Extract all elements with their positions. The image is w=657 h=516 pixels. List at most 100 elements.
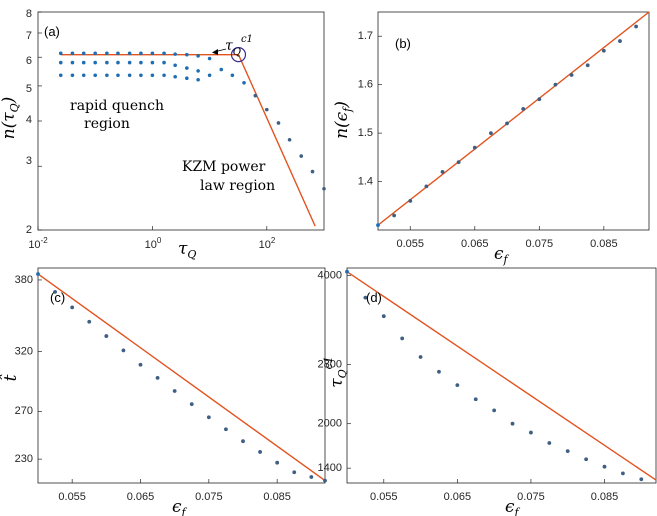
panel-c-point	[206, 415, 211, 420]
panel-c-xtick: 0.075	[195, 491, 223, 503]
panel-a-point	[105, 60, 109, 65]
panel-a-point	[185, 76, 189, 81]
panel-c-ytick: 320	[15, 346, 33, 358]
panel-a-point	[70, 73, 75, 78]
panel-c-xtick: 0.065	[127, 491, 155, 503]
panel-b-label: (b)	[395, 36, 411, 51]
panel-b-point	[408, 199, 413, 203]
panel-d-point	[620, 471, 625, 476]
panel-a-point	[70, 51, 75, 56]
panel-c-point	[275, 460, 280, 465]
panel-d-xtick: 0.075	[517, 491, 545, 503]
panel-a-point	[127, 73, 132, 78]
panel-b-marks: 0.055 0.065 0.075 0.085 1.4 1.5 1.6 1.7	[358, 11, 650, 250]
panel-c-point	[53, 289, 57, 294]
panel-c-point	[292, 470, 297, 475]
panel-b-point	[521, 106, 526, 111]
panel-a-point	[93, 51, 97, 56]
panel-a-point	[105, 73, 109, 78]
panel-b-point	[601, 48, 606, 53]
panel-a-ylabel: n(τQ)	[0, 97, 21, 140]
panel-c-point	[70, 305, 75, 310]
panel-d-point	[529, 430, 533, 435]
panel-a-point	[299, 154, 304, 158]
panel-b-point	[585, 63, 590, 68]
panel-d-point	[363, 295, 368, 300]
panel-b-ytick: 1.6	[358, 79, 373, 91]
panel-b-point	[376, 223, 380, 228]
panel-a-point	[127, 60, 132, 65]
panel-d-label: (d)	[366, 290, 382, 305]
panel-a-point	[287, 137, 292, 142]
panel-a-point	[207, 56, 212, 61]
panel-a-point	[196, 77, 200, 82]
panel-d-ytick: 1400	[318, 462, 342, 474]
panel-d-point	[418, 355, 423, 359]
panel-a-xtick: 102	[259, 236, 276, 251]
panel-a-point	[196, 69, 200, 73]
panel-a-ytick: 5	[26, 83, 32, 95]
panel-a-ytick: 8	[26, 8, 32, 20]
panel-a-ytick: 3	[26, 155, 32, 167]
panel-a-point	[162, 73, 166, 78]
panel-a-point	[173, 52, 177, 56]
panel-a-point	[116, 51, 120, 56]
panel-b-point	[553, 82, 558, 87]
panel-a-crossover-circle	[230, 47, 247, 63]
panel-d-ytick: 2800	[318, 358, 342, 370]
panel-a-arrowhead	[212, 49, 218, 55]
panel-b-point	[424, 184, 429, 189]
panel-a-point	[93, 73, 97, 78]
panel-d-marks: 0.055 0.065 0.075 0.085 1400 2000 2800 4000	[318, 269, 657, 503]
panel-c-marks: 0.055 0.065 0.075 0.085 230 270 320 380	[15, 272, 327, 503]
panel-a-point	[173, 63, 177, 68]
panel-c-ytick: 270	[15, 405, 33, 417]
panel-a-point	[105, 51, 109, 56]
panel-c-point	[258, 450, 262, 454]
panel-b-xtick: 0.075	[526, 238, 554, 250]
panel-c-point	[172, 389, 177, 393]
panel-a-point	[93, 60, 97, 65]
panel-a-point	[58, 51, 63, 56]
panel-d-point	[437, 369, 441, 374]
panel-d-point	[400, 336, 405, 341]
panel-a-xtick: 10-2	[28, 236, 48, 251]
panel-b-point	[618, 39, 622, 43]
panel-d-point	[565, 449, 570, 454]
panel-c-ylabel: t̂	[0, 374, 21, 381]
panel-d-xtick: 0.065	[444, 491, 472, 503]
panel-a-point	[139, 73, 143, 78]
panel-a-xtick: 100	[145, 236, 162, 251]
panel-b-ylabel: n(ϵf)	[332, 101, 354, 139]
panel-b-point	[569, 73, 574, 77]
panel-d: 0.055 0.065 0.075 0.085 1400 2000 2800 4000 (d)…	[318, 267, 657, 516]
panel-a-point	[150, 51, 155, 56]
panel-a-point	[322, 186, 326, 191]
panel-a-point	[185, 66, 189, 70]
panel-a-point	[127, 51, 132, 56]
panel-c-point	[224, 427, 228, 432]
panel-b-frame	[377, 11, 650, 231]
panel-a-point	[81, 73, 86, 78]
panel-d-point	[602, 464, 607, 469]
panel-b-point	[456, 160, 461, 165]
panel-a-point	[150, 73, 155, 78]
panel-c-point	[36, 272, 40, 276]
panel-d-xtick: 0.085	[591, 491, 619, 503]
panel-c-point	[189, 402, 194, 407]
panel-d-xtick: 0.055	[370, 491, 398, 503]
panel-d-ytick: 2000	[318, 418, 342, 430]
panel-a-fit-line	[60, 53, 316, 227]
panel-c-point	[155, 375, 160, 380]
panel-b-point	[440, 169, 445, 174]
panel-a-point	[173, 74, 177, 79]
panel-b-point	[505, 121, 509, 126]
panel-b-point	[537, 97, 542, 102]
panel-a-point	[162, 60, 166, 65]
anno-rapid-quench: rapid quench	[70, 98, 164, 114]
panel-a-marks	[37, 11, 326, 231]
panel-c-xtick: 0.055	[58, 491, 86, 503]
panel-a-point	[253, 93, 258, 98]
panel-a-yticks: 2 3 4 5 6 7 8	[26, 8, 32, 236]
